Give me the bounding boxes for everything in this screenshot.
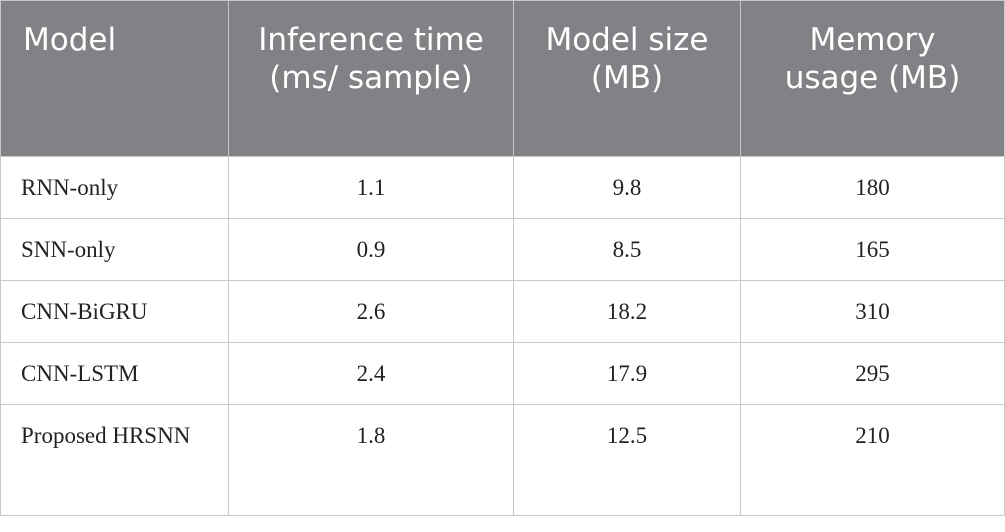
table-row: CNN-BiGRU 2.6 18.2 310	[0, 280, 1005, 343]
table-body: RNN-only 1.1 9.8 180 SNN-only 0.9 8.5 165 CNN-Bi…	[0, 156, 1005, 516]
table-row: CNN-LSTM 2.4 17.9 295	[0, 342, 1005, 405]
column-header: Inference time (ms/ sample)	[228, 0, 514, 157]
table-header: Model Inference time (ms/ sample) Model si…	[0, 0, 1005, 157]
model-name: CNN-BiGRU	[0, 280, 229, 343]
cell-value: 295	[740, 342, 1005, 405]
cell-value: 17.9	[513, 342, 741, 405]
cell-value: 210	[740, 404, 1005, 516]
column-header: Model size (MB)	[513, 0, 741, 157]
cell-value: 0.9	[228, 218, 514, 281]
results-table: Model Inference time (ms/ sample) Model si…	[0, 0, 1005, 516]
table-row: RNN-only 1.1 9.8 180	[0, 156, 1005, 219]
model-name: SNN-only	[0, 218, 229, 281]
cell-value: 2.6	[228, 280, 514, 343]
cell-value: 12.5	[513, 404, 741, 516]
table-row: Proposed HRSNN 1.8 12.5 210	[0, 404, 1005, 516]
table-row: SNN-only 0.9 8.5 165	[0, 218, 1005, 281]
model-name: Proposed HRSNN	[0, 404, 229, 516]
cell-value: 18.2	[513, 280, 741, 343]
model-name: RNN-only	[0, 156, 229, 219]
cell-value: 2.4	[228, 342, 514, 405]
cell-value: 180	[740, 156, 1005, 219]
column-header: Model	[0, 0, 229, 157]
cell-value: 9.8	[513, 156, 741, 219]
cell-value: 310	[740, 280, 1005, 343]
cell-value: 165	[740, 218, 1005, 281]
column-header: Memory usage (MB)	[740, 0, 1005, 157]
cell-value: 8.5	[513, 218, 741, 281]
cell-value: 1.8	[228, 404, 514, 516]
header-row: Model Inference time (ms/ sample) Model si…	[0, 0, 1005, 157]
model-name: CNN-LSTM	[0, 342, 229, 405]
cell-value: 1.1	[228, 156, 514, 219]
